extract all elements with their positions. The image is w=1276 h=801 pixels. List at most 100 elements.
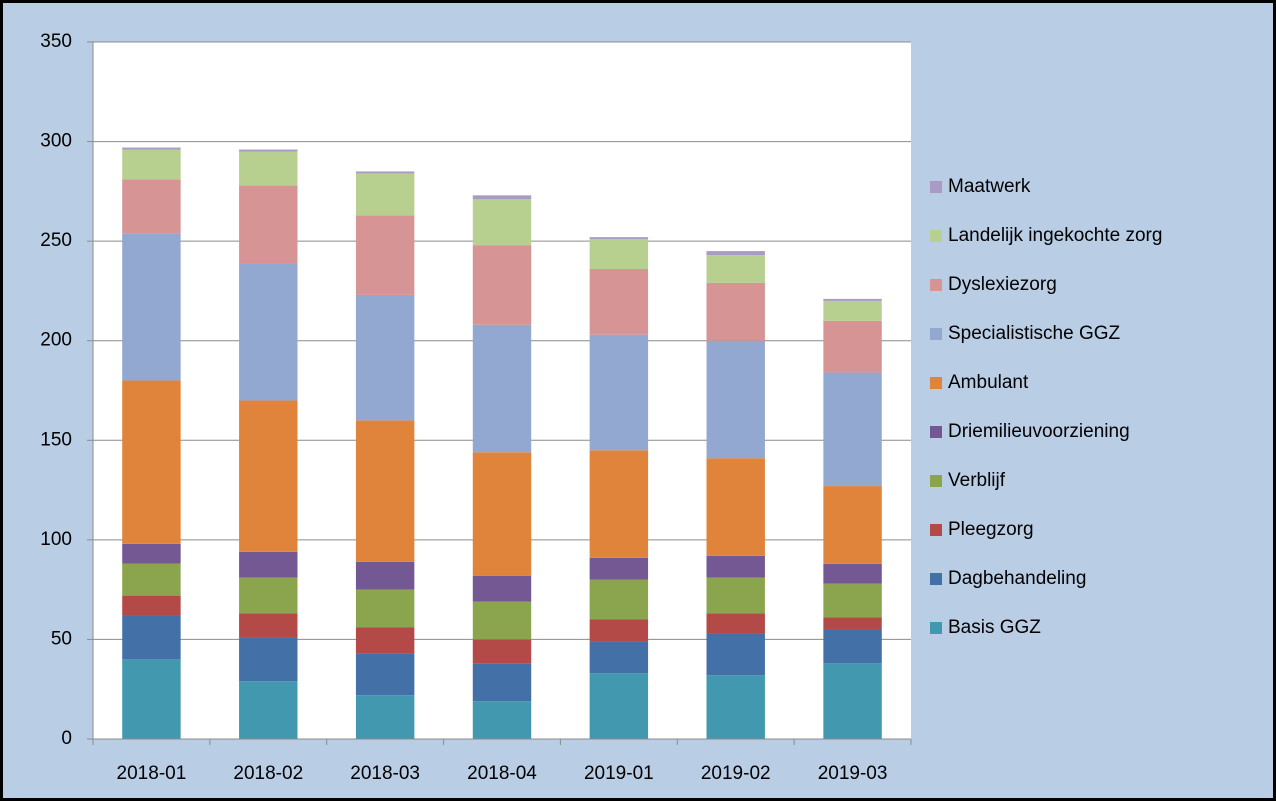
bar-segment (706, 613, 765, 634)
bar-segment (239, 681, 298, 739)
bar-segment (355, 653, 415, 696)
bar-segment (472, 601, 532, 640)
y-tick-label: 0 (61, 728, 72, 749)
y-tick-label: 150 (40, 429, 72, 450)
bar-segment (239, 149, 298, 152)
x-tick-label: 2019-01 (584, 763, 654, 784)
x-tick-label: 2018-03 (350, 763, 420, 784)
legend-swatch (930, 475, 942, 487)
bar-segment (589, 557, 649, 580)
legend-swatch (930, 622, 942, 634)
legend-label: Landelijk ingekochte zorg (948, 225, 1162, 246)
bar-segment (823, 486, 882, 564)
bar-segment (122, 233, 181, 381)
bar-segment (239, 551, 298, 578)
bar-segment (706, 577, 765, 614)
bar-segment (706, 458, 765, 556)
bar-segment (589, 673, 649, 739)
legend-label: Pleegzorg (948, 519, 1034, 540)
bar-segment (239, 637, 298, 682)
legend-swatch (930, 181, 942, 193)
bar-segment (122, 380, 181, 544)
bar-segment (823, 320, 882, 373)
bar-segment (355, 420, 415, 562)
bar-segment (706, 633, 765, 676)
bar-segment (589, 641, 649, 674)
legend-swatch (930, 328, 942, 340)
y-tick-label: 350 (40, 31, 72, 52)
bar-segment (706, 340, 765, 459)
bar-segment (122, 147, 181, 150)
bar-segment (355, 215, 415, 295)
bar-segment (823, 372, 882, 487)
legend-label: Maatwerk (948, 176, 1031, 197)
y-tick-label: 300 (40, 131, 72, 152)
bar-segment (239, 613, 298, 638)
bar-segment (355, 561, 415, 590)
legend-label: Dagbehandeling (948, 568, 1086, 589)
legend-swatch (930, 524, 942, 536)
bar-segment (706, 251, 765, 256)
bar-segment (239, 400, 298, 552)
bar-segment (355, 627, 415, 654)
x-tick-label: 2018-04 (467, 763, 537, 784)
bar-segment (706, 675, 765, 739)
bar-segment (823, 629, 882, 664)
y-tick-label: 250 (40, 230, 72, 251)
bar-segment (823, 617, 882, 630)
legend-label: Verblijf (948, 470, 1006, 491)
bar-segment (472, 245, 532, 325)
bar-segment (239, 577, 298, 614)
bar-segment (823, 298, 882, 301)
bar-segment (122, 615, 181, 660)
bar-segment (239, 263, 298, 401)
bar-segment (472, 452, 532, 576)
bar-segment (706, 555, 765, 578)
bar-segment (706, 282, 765, 341)
x-tick-label: 2018-01 (117, 763, 187, 784)
legend-label: Ambulant (948, 372, 1029, 393)
bar-segment (706, 255, 765, 283)
y-tick-label: 100 (40, 529, 72, 550)
bar-segment (589, 237, 649, 240)
legend-swatch (930, 573, 942, 585)
legend-label: Dyslexiezorg (948, 274, 1057, 295)
bar-segment (589, 579, 649, 620)
bar-segment (823, 563, 882, 584)
bar-segment (589, 239, 649, 270)
legend-swatch (930, 230, 942, 242)
bar-segment (823, 583, 882, 618)
bar-segment (472, 195, 532, 200)
bar-segment (122, 595, 181, 616)
bar-segment (355, 294, 415, 421)
bar-segment (355, 589, 415, 628)
x-tick-label: 2019-02 (701, 763, 771, 784)
bar-segment (589, 269, 649, 335)
bar-segment (589, 450, 649, 558)
bar-segment (823, 663, 882, 739)
legend-label: Basis GGZ (948, 617, 1041, 638)
bar-segment (355, 695, 415, 739)
legend-swatch (930, 426, 942, 438)
bar-segment (239, 185, 298, 264)
bar-segment (472, 701, 532, 739)
bar-segment (355, 173, 415, 216)
legend-swatch (930, 377, 942, 389)
bar-segment (355, 171, 415, 174)
bar-segment (823, 300, 882, 321)
bar-segment (472, 324, 532, 453)
bar-segment (472, 575, 532, 602)
bar-segment (122, 179, 181, 234)
y-tick-label: 50 (51, 628, 72, 649)
bar-segment (472, 199, 532, 246)
bar-segment (589, 619, 649, 642)
bar-segment (122, 563, 181, 596)
legend-label: Driemilieuvoorziening (948, 421, 1130, 442)
bar-segment (122, 659, 181, 739)
bar-segment (472, 639, 532, 664)
legend-swatch (930, 279, 942, 291)
x-tick-label: 2018-02 (233, 763, 303, 784)
bar-segment (122, 543, 181, 564)
